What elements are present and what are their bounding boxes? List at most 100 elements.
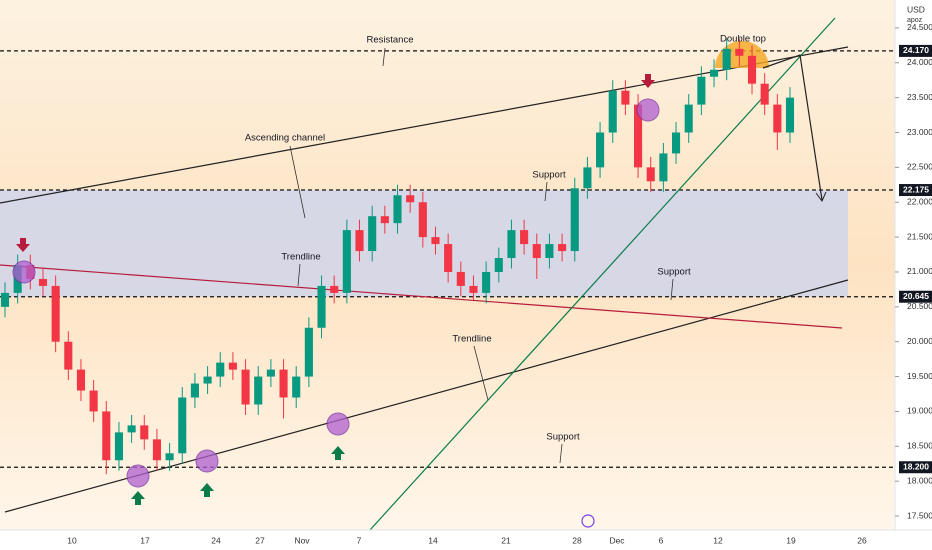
candle-body	[558, 244, 567, 252]
annotation: Trendline	[452, 334, 491, 345]
candle-body	[76, 369, 86, 391]
level-box	[899, 461, 932, 474]
candle-body	[785, 97, 795, 133]
level-box	[899, 290, 932, 303]
candle-body	[102, 411, 111, 461]
candle-body	[697, 76, 706, 105]
candle-body	[380, 216, 389, 224]
y-tick-label: 22.000	[907, 196, 932, 206]
author: apoz	[907, 17, 923, 24]
candle-body	[165, 453, 174, 461]
candle-body	[254, 376, 263, 405]
annotation: Support	[657, 267, 691, 278]
candle-body	[114, 432, 124, 461]
candle-body	[406, 195, 415, 203]
y-tick-label: 23.000	[907, 127, 932, 137]
x-tick-label: 28	[572, 535, 582, 545]
level-label: 18.200	[903, 461, 929, 471]
markers	[12, 74, 660, 505]
x-tick-label: 6	[659, 535, 664, 545]
level-label: 20.645	[903, 291, 929, 301]
candle-body	[671, 132, 681, 154]
annotation: Support	[546, 432, 580, 443]
candle-body	[444, 244, 453, 272]
annotation: Resistance	[367, 35, 414, 46]
candle-body	[342, 230, 351, 293]
level-label: 22.175	[903, 184, 929, 194]
level-box	[899, 184, 932, 197]
trendline-red	[0, 264, 843, 329]
candle-body	[482, 271, 491, 293]
candle-body	[773, 104, 782, 133]
annotation: Support	[532, 170, 566, 181]
candle-body	[608, 90, 617, 133]
candle-body	[89, 390, 98, 412]
candle-body	[646, 167, 655, 182]
x-tick-label: 21	[501, 535, 511, 545]
candle-body	[570, 188, 579, 252]
candle-body	[241, 369, 250, 405]
y-tick-label: 18.500	[907, 441, 932, 451]
candle-body	[0, 292, 10, 307]
x-tick-label: 26	[857, 535, 867, 545]
candle-body	[456, 271, 465, 286]
candle-body	[216, 362, 225, 377]
y-tick-label: 20.000	[907, 336, 932, 346]
candle-body	[330, 285, 339, 293]
candle-body	[596, 132, 605, 168]
candle-body	[140, 425, 149, 440]
projection	[762, 54, 823, 201]
y-tick-label: 19.000	[907, 406, 932, 416]
candle-body	[304, 327, 313, 377]
candle-body	[507, 230, 516, 259]
candle-body	[51, 285, 60, 342]
candle-body	[190, 383, 199, 398]
y-tick-label: 17.500	[907, 510, 932, 520]
y-tick-label: 23.500	[907, 92, 932, 102]
candle-body	[64, 341, 73, 370]
candle-body	[292, 376, 301, 398]
candle-body	[760, 83, 769, 105]
candle-body	[583, 167, 592, 189]
y-tick-label: 24.500	[907, 22, 932, 32]
currency: USD	[907, 4, 925, 14]
y-tick-label: 22.500	[907, 162, 932, 172]
trendline-green	[369, 17, 836, 531]
candle-body	[152, 439, 161, 461]
y-tick-label: 20.500	[907, 301, 932, 311]
x-tick-label: Dec	[609, 535, 625, 545]
candle-body	[545, 244, 554, 259]
candle-body	[38, 278, 48, 286]
x-tick-label: 19	[786, 535, 796, 545]
x-tick-label: 17	[140, 535, 150, 545]
pointers	[289, 47, 674, 464]
annotation: Ascending channel	[245, 133, 325, 144]
candle-body	[418, 202, 427, 238]
candle-body	[621, 90, 630, 105]
arrow-head	[815, 191, 827, 202]
candle-body	[684, 104, 693, 133]
annotation: Double top	[720, 34, 766, 45]
x-tick-label: 7	[357, 535, 362, 545]
candle-body	[228, 362, 237, 370]
candle-body	[494, 258, 503, 272]
x-tick-label: 10	[67, 535, 77, 545]
candle-body	[747, 55, 757, 84]
candle-body	[317, 285, 326, 328]
candle-body	[431, 237, 440, 245]
candle-body	[368, 216, 377, 252]
x-tick-label: 27	[255, 535, 265, 545]
candle-body	[355, 230, 364, 252]
annotation: Trendline	[281, 252, 320, 263]
x-tick-label: 14	[428, 535, 438, 545]
candle-body	[532, 244, 541, 259]
y-tick-label: 24.000	[907, 57, 932, 67]
y-tick-label: 21.500	[907, 231, 932, 241]
candle-body	[266, 369, 275, 377]
candle-body	[735, 48, 744, 56]
candle-body	[203, 376, 212, 384]
candle-body	[659, 153, 668, 182]
candle-body	[127, 425, 136, 433]
candle-body	[709, 69, 719, 77]
icon	[581, 514, 595, 528]
